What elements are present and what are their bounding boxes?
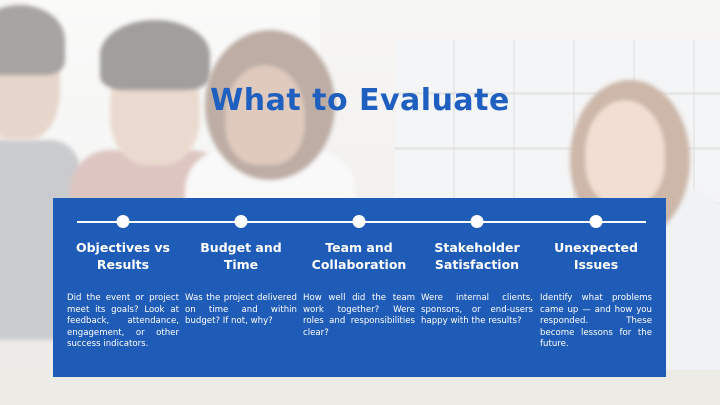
timeline-dot-4: [470, 215, 484, 228]
timeline-dot-3: [352, 215, 366, 228]
slide-title: What to Evaluate: [210, 83, 510, 118]
column-body: Identify what problems came up — and how…: [540, 293, 652, 350]
timeline-dot-2: [234, 215, 248, 228]
column-team: Team and Collaboration How well did the …: [300, 239, 418, 339]
column-body: Were internal clients, sponsors, or end-…: [421, 293, 533, 327]
column-objectives: Objectives vs Results Did the event or p…: [64, 239, 182, 351]
column-issues: Unexpected Issues Identify what problems…: [537, 239, 655, 351]
column-heading: Stakeholder Satisfaction: [434, 240, 520, 272]
column-heading: Budget and Time: [200, 240, 282, 272]
column-body: Did the event or project meet its goals?…: [67, 293, 179, 350]
evaluation-panel: Objectives vs Results Did the event or p…: [53, 198, 666, 377]
column-stakeholder: Stakeholder Satisfaction Were internal c…: [418, 239, 536, 328]
column-budget: Budget and Time Was the project delivere…: [182, 239, 300, 328]
timeline-dot-1: [116, 215, 130, 228]
column-heading: Team and Collaboration: [311, 240, 407, 272]
column-heading: Unexpected Issues: [554, 240, 638, 272]
column-body: Was the project delivered on time and wi…: [185, 293, 297, 327]
column-body: How well did the team work together? Wer…: [303, 293, 415, 338]
timeline-dot-5: [589, 215, 603, 228]
column-heading: Objectives vs Results: [75, 240, 170, 272]
